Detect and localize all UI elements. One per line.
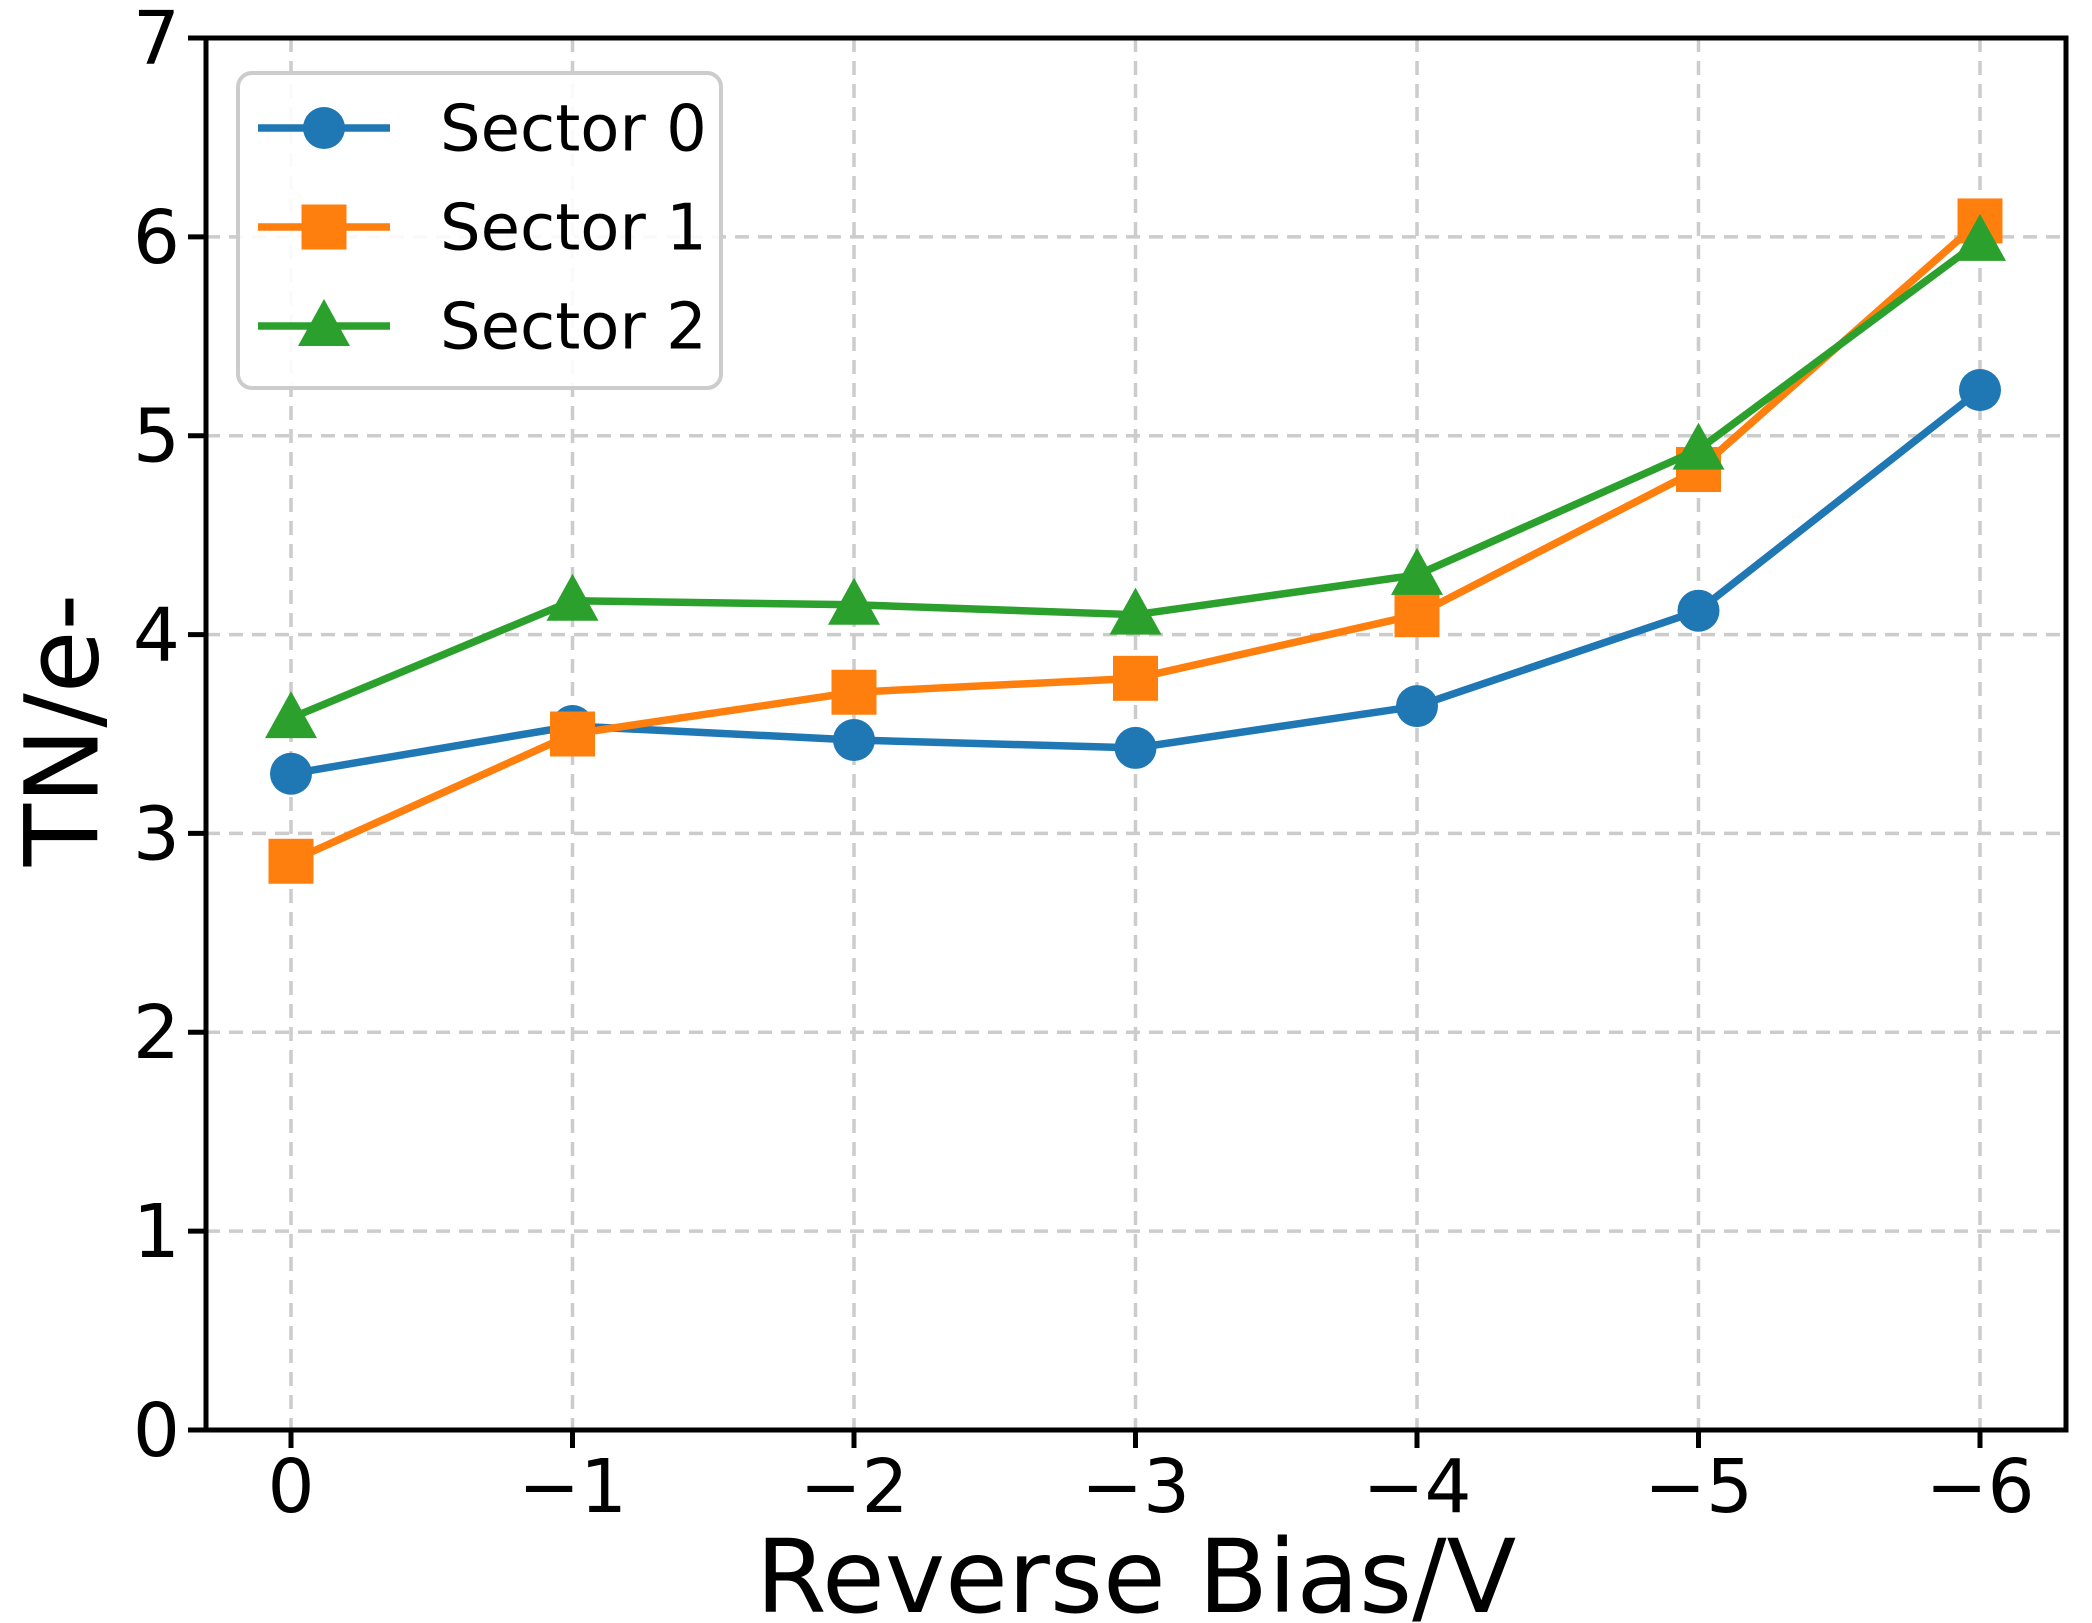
triangle-marker (828, 577, 880, 625)
square-marker (550, 711, 595, 757)
x-axis-label: Reverse Bias/V (756, 1518, 1517, 1623)
y-axis-tick-label: 6 (133, 195, 180, 281)
square-icon (301, 204, 347, 250)
y-axis-tick-label: 1 (133, 1189, 180, 1275)
square-marker (1394, 592, 1440, 638)
y-axis-tick-label: 2 (133, 990, 180, 1076)
legend-entry-sector-2: Sector 2 (258, 290, 707, 364)
y-axis-tick-label: 0 (133, 1388, 180, 1474)
series-sector-2 (265, 213, 2006, 739)
legend-label: Sector 1 (440, 191, 707, 265)
triangle-marker (265, 691, 317, 739)
triangle-icon (298, 299, 350, 346)
y-axis-tick-label: 4 (133, 592, 180, 678)
y-axis-tick-label: 3 (133, 791, 180, 877)
x-axis-tick-label: −4 (1362, 1444, 1471, 1530)
y-axis-tick-label: 7 (133, 0, 180, 82)
legend: Sector 0 Sector 1 Sector 2 (236, 71, 723, 390)
legend-box (236, 71, 723, 390)
square-marker (268, 838, 314, 884)
series-layer (265, 198, 2006, 884)
grid-layer (206, 36, 2066, 1432)
circle-marker (1959, 368, 2001, 411)
y-axis-label: TN/e- (4, 594, 123, 868)
square-marker (1113, 655, 1158, 701)
triangle-marker (1109, 587, 1162, 635)
triangle-marker (546, 573, 599, 621)
circle-marker (1677, 589, 1720, 632)
legend-entry-sector-0: Sector 0 (258, 92, 707, 166)
tick-label-layer: 0 −1 −2 −3 −4 −5 −6 0 1 2 3 4 5 6 7 (133, 0, 2035, 1530)
circle-marker (1396, 685, 1438, 728)
legend-label: Sector 0 (440, 92, 707, 166)
square-marker (831, 669, 877, 715)
triangle-marker (1672, 422, 1725, 470)
triangle-marker (1954, 213, 2006, 261)
circle-marker (833, 718, 875, 761)
x-axis-tick-label: −6 (1925, 1444, 2034, 1530)
legend-entry-sector-1: Sector 1 (258, 191, 707, 265)
axes-layer (188, 35, 2069, 1448)
x-axis-tick-label: −3 (1081, 1444, 1190, 1530)
x-axis-tick-label: −5 (1644, 1444, 1753, 1530)
x-axis-tick-label: −1 (518, 1444, 627, 1530)
x-axis-tick-label: −2 (799, 1444, 908, 1530)
circle-icon (303, 107, 345, 149)
x-axis-tick-label: 0 (267, 1444, 314, 1530)
circle-marker (1114, 726, 1157, 769)
legend-label: Sector 2 (440, 290, 707, 364)
circle-marker (270, 752, 312, 795)
triangle-marker (1391, 547, 1443, 595)
y-axis-tick-label: 5 (133, 394, 180, 480)
